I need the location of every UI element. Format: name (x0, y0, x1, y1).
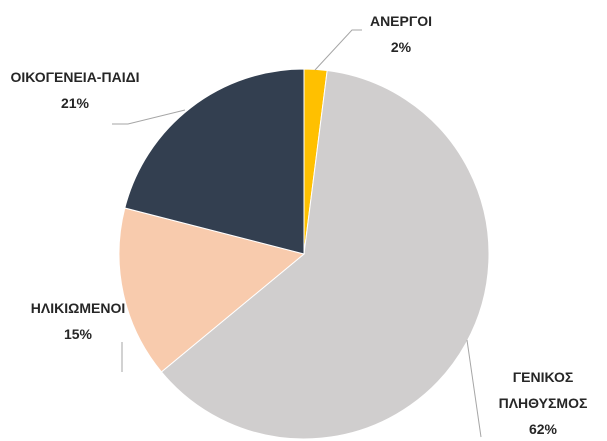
category-label: ΟΙΚΟΓΕΝΕΙΑ-ΠΑΙΔΙ (10, 69, 140, 85)
value-label: 21% (60, 95, 90, 111)
data-label: ΑΝΕΡΓΟΙ 2% (351, 8, 451, 60)
data-label: ΟΙΚΟΓΕΝΕΙΑ-ΠΑΙΔΙ 21% (10, 64, 140, 116)
category-label: ΗΛΙΚΙΩΜΕΝΟΙ (30, 300, 126, 316)
pie-slice (124, 68, 305, 255)
leader-line (314, 29, 362, 71)
pie-slice (118, 207, 306, 373)
value-label: 15% (63, 326, 93, 342)
category-label: ΑΝΕΡΓΟΙ (369, 13, 433, 29)
leader-line (112, 109, 186, 125)
value-label: 2% (390, 39, 412, 55)
value-label: 62% (528, 421, 558, 437)
category-label: ΓΕΝΙΚΟΣ ΠΛΗΘΥΣΜΟΣ (498, 369, 588, 411)
pie-slice (160, 69, 490, 440)
leader-line (466, 339, 482, 438)
data-label: ΗΛΙΚΙΩΜΕΝΟΙ 15% (8, 295, 148, 347)
data-label: ΓΕΝΙΚΟΣ ΠΛΗΘΥΣΜΟΣ 62% (478, 364, 607, 441)
